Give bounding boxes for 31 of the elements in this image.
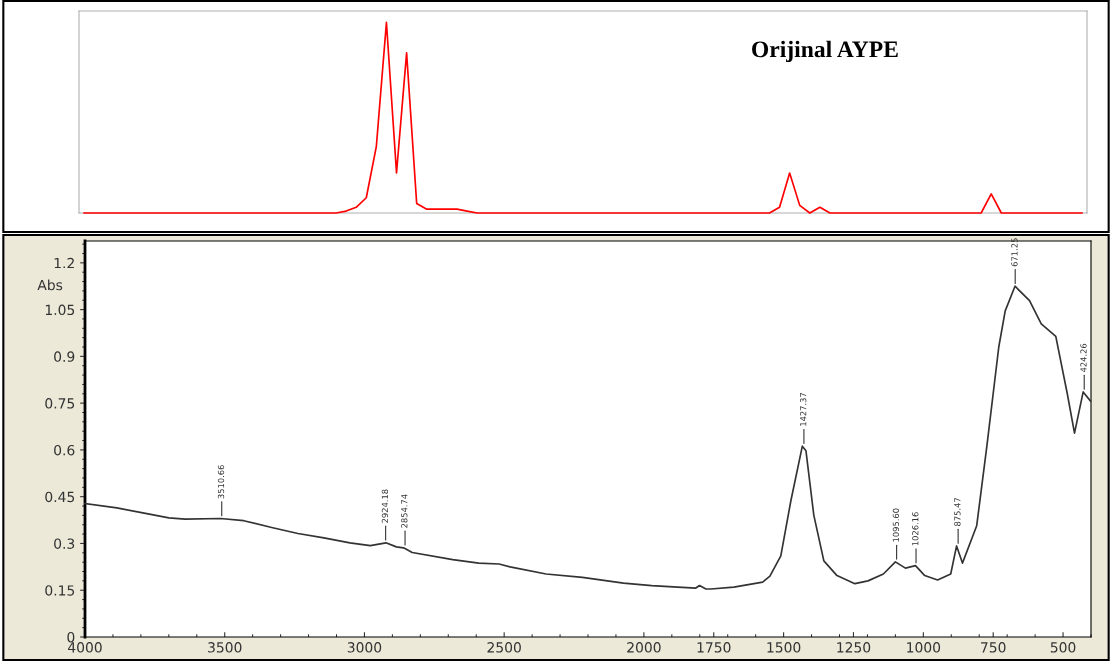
x-tick-label: 4000 — [68, 642, 102, 653]
y-tick-label: 1.2 — [54, 257, 74, 269]
annotation: 2924.18 — [381, 489, 389, 523]
y-tick-label: 0 — [67, 631, 75, 643]
y-tick-label: 0.15 — [45, 585, 75, 596]
annotation: 3510.66 — [217, 465, 225, 499]
annotation: 1026.16 — [912, 512, 919, 546]
y-tick-label: 0.75 — [45, 398, 75, 409]
x-tick-label: 1000 — [907, 642, 941, 653]
annotation: 424.26 — [1080, 343, 1087, 373]
x-tick-label: 2000 — [627, 642, 661, 653]
annotation: 1427.37 — [800, 392, 807, 426]
x-tick-label: 1750 — [697, 642, 731, 653]
x-tick-label: 1250 — [837, 642, 871, 653]
y-tick-label: 0.9 — [54, 351, 75, 362]
line-series — [84, 285, 1092, 590]
y-tick-label: 1.05 — [45, 304, 75, 316]
x-tick-label: 1500 — [767, 642, 801, 653]
y-tick-label: 0.3 — [54, 538, 75, 549]
x-tick-label: 3500 — [208, 642, 242, 653]
y-axis-title: Abs — [37, 279, 63, 291]
annotation: 875.47 — [954, 498, 961, 526]
annotation: 2854.74 — [401, 494, 408, 528]
text: Orijinal AYPE — [752, 40, 898, 63]
x-tick-label: 500 — [1050, 642, 1076, 653]
x-tick-label: 3000 — [347, 642, 382, 653]
annotation: 1095.60 — [892, 508, 900, 542]
x-tick-label: 750 — [981, 642, 1006, 653]
y-tick-label: 0.6 — [54, 444, 75, 456]
y-tick-label: 0.45 — [45, 491, 75, 503]
x-tick-label: 2500 — [487, 642, 521, 653]
